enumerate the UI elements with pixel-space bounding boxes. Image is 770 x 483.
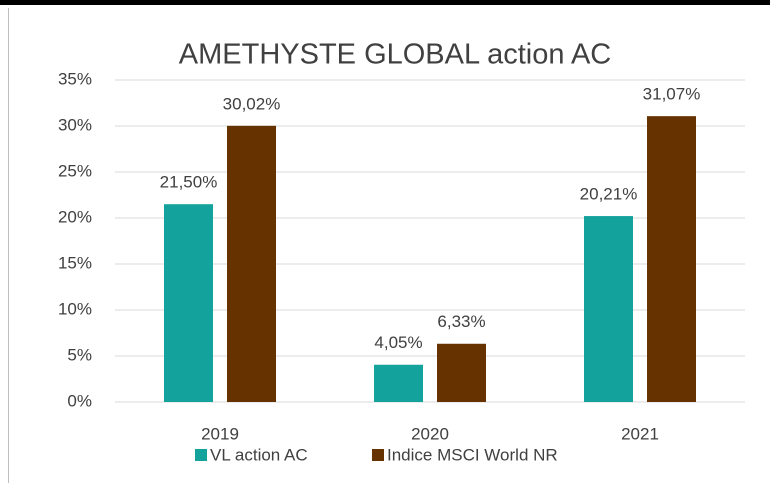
legend-swatch (195, 449, 207, 461)
bar (374, 364, 423, 402)
bar (227, 125, 276, 402)
data-label: 4,05% (374, 333, 422, 352)
data-label: 6,33% (437, 312, 485, 331)
y-tick-label: 5% (67, 345, 92, 364)
y-tick-label: 10% (58, 299, 92, 318)
legend-swatch (372, 449, 384, 461)
chart-title: AMETHYSTE GLOBAL action AC (179, 39, 611, 71)
y-tick-label: 20% (58, 207, 92, 226)
bar (437, 343, 486, 402)
data-label: 31,07% (643, 85, 701, 104)
y-tick-label: 35% (58, 69, 92, 88)
x-tick-label: 2021 (621, 424, 659, 443)
y-tick-label: 0% (67, 391, 92, 410)
legend-label: Indice MSCI World NR (387, 445, 558, 464)
bar (647, 116, 696, 402)
x-tick-label: 2020 (411, 424, 449, 443)
bar (164, 204, 213, 402)
bar (584, 216, 633, 402)
data-label: 21,50% (160, 173, 218, 192)
top-border (0, 0, 770, 5)
x-tick-label: 2019 (201, 424, 239, 443)
data-label: 20,21% (580, 185, 638, 204)
data-label: 30,02% (223, 94, 281, 113)
y-tick-label: 25% (58, 161, 92, 180)
y-tick-label: 30% (58, 115, 92, 134)
y-tick-label: 15% (58, 253, 92, 272)
legend-label: VL action AC (210, 445, 308, 464)
